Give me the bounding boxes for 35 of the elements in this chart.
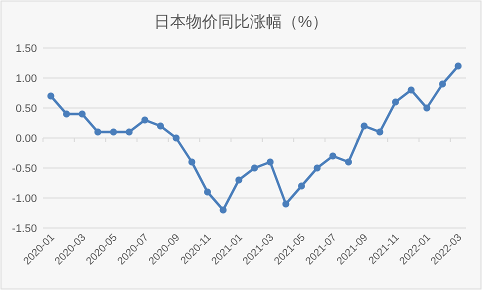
point — [188, 158, 196, 166]
y-tick-label: 1.00 — [16, 73, 37, 85]
y-tick-label: 1.50 — [16, 43, 37, 55]
point — [157, 122, 164, 130]
point — [126, 128, 133, 136]
point — [47, 92, 54, 100]
y-tick-label: -0.50 — [12, 163, 37, 175]
point — [220, 206, 227, 214]
y-tick-label: 0.00 — [16, 133, 37, 145]
point — [78, 110, 86, 118]
point — [141, 116, 148, 124]
y-tick-label: -1.00 — [12, 193, 37, 205]
point — [360, 122, 368, 130]
chart-title: 日本物价同比涨幅（%） — [154, 13, 328, 31]
y-tick-label: -1.50 — [12, 223, 37, 235]
point — [251, 164, 258, 172]
point — [454, 62, 462, 70]
point — [282, 200, 290, 208]
point — [329, 152, 336, 160]
point — [298, 182, 305, 190]
point — [408, 86, 415, 94]
point — [172, 134, 180, 142]
point — [235, 176, 242, 184]
point — [94, 128, 102, 136]
point — [423, 104, 430, 112]
point — [345, 158, 352, 166]
point — [392, 98, 399, 106]
y-tick-label: 0.50 — [16, 103, 37, 115]
point — [204, 188, 211, 196]
point — [266, 158, 274, 166]
point — [439, 80, 446, 88]
point — [314, 164, 321, 172]
point — [63, 110, 70, 118]
point — [110, 128, 117, 136]
point — [376, 128, 384, 136]
